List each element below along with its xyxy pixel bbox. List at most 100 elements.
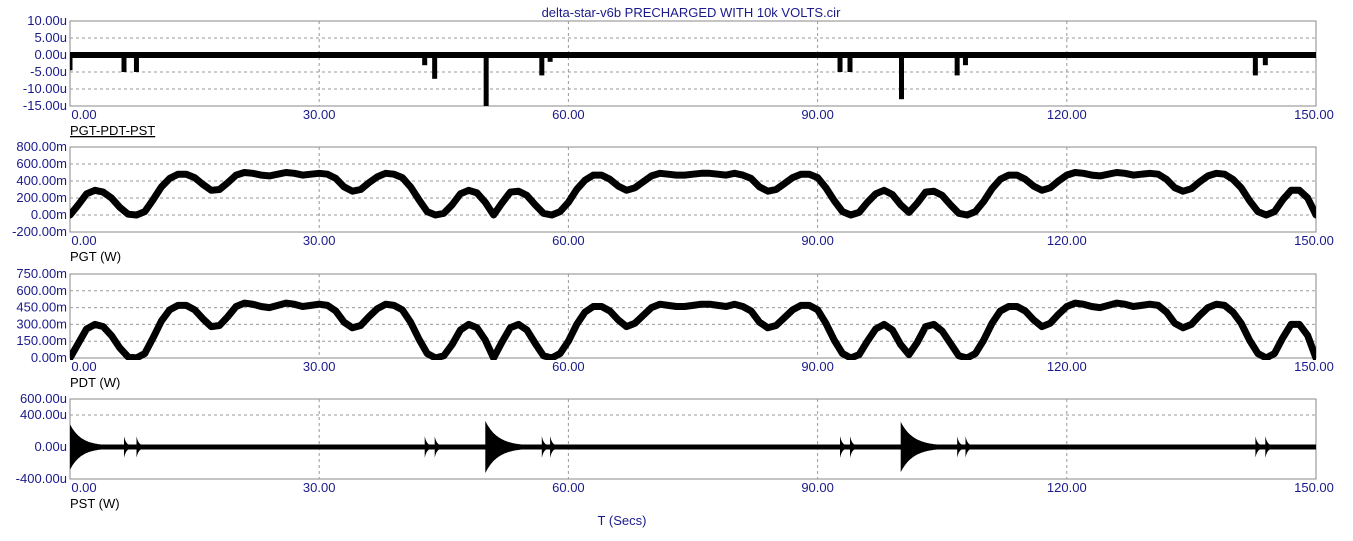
trace-burst: [550, 436, 557, 458]
y-tick-label: -15.00u: [23, 98, 67, 113]
trace-label: PST (W): [70, 496, 120, 511]
x-tick-label: 60.00: [552, 359, 585, 374]
x-tick-label: 30.00: [303, 107, 336, 122]
x-tick-label: 90.00: [801, 233, 834, 248]
y-tick-label: 400.00m: [16, 173, 67, 188]
trace-spike: [1252, 55, 1258, 76]
x-tick-label: 120.00: [1047, 359, 1087, 374]
y-tick-label: 0.00u: [34, 47, 67, 62]
trace-burst: [124, 436, 131, 458]
y-tick-label: 600.00m: [16, 283, 67, 298]
x-tick-label: 90.00: [801, 359, 834, 374]
y-tick-label: -5.00u: [30, 64, 67, 79]
y-tick-label: 300.00m: [16, 316, 67, 331]
x-tick-label: 60.00: [552, 107, 585, 122]
trace-spike: [70, 55, 73, 71]
trace-burst: [840, 436, 847, 458]
x-tick-label: 0.00: [71, 480, 96, 495]
trace-group: [70, 52, 1316, 106]
x-axis-label: T (Secs): [598, 513, 647, 528]
x-tick-label: 30.00: [303, 233, 336, 248]
x-tick-label: 150.00: [1294, 359, 1334, 374]
trace-label: PGT (W): [70, 249, 121, 264]
y-tick-label: -10.00u: [23, 81, 67, 96]
y-tick-label: 150.00m: [16, 333, 67, 348]
y-tick-label: 800.00m: [16, 139, 67, 154]
plot-frame: [69, 398, 1317, 480]
trace-spike: [547, 55, 553, 62]
x-tick-label: 30.00: [303, 480, 336, 495]
x-tick-label: 120.00: [1047, 233, 1087, 248]
y-tick-label: 450.00m: [16, 300, 67, 315]
y-tick-label: -200.00m: [12, 224, 67, 239]
trace-spike: [483, 55, 489, 106]
trace-group: [70, 299, 1316, 360]
trace-spike: [133, 55, 139, 72]
y-tick-label: 400.00u: [20, 407, 67, 422]
trace-spike: [898, 55, 904, 100]
trace-burst: [900, 421, 938, 473]
trace-burst: [1255, 436, 1262, 458]
trace-spike: [962, 55, 968, 66]
panels: 0.00 30.00 60.00 90.00 120.00 150.00 10.00u 5.0…: [12, 13, 1334, 511]
trace-burst: [434, 436, 442, 458]
chart-title: delta-star-v6b PRECHARGED WITH 10k VOLTS…: [542, 5, 841, 20]
x-tick-label: 0.00: [71, 359, 96, 374]
panel-4: 0.00 30.00 60.00 90.00 120.00 150.00 600.00u40…: [16, 391, 1334, 511]
trace-spike: [954, 55, 960, 76]
panel-2: 0.00 30.00 60.00 90.00 120.00 150.00 800.00m 60…: [12, 139, 1334, 264]
y-tick-label: 600.00m: [16, 156, 67, 171]
trace-label: PDT (W): [70, 375, 120, 390]
x-tick-label: 120.00: [1047, 480, 1087, 495]
trace-line: [70, 444, 1316, 450]
trace-spike: [432, 55, 438, 79]
plot-frame: [69, 273, 1317, 359]
y-tick-label: 0.00u: [34, 439, 67, 454]
x-tick-label: 150.00: [1294, 107, 1334, 122]
trace-burst: [850, 436, 857, 458]
trace-spike: [121, 55, 127, 72]
trace-spike: [422, 55, 428, 66]
x-tick-label: 90.00: [801, 480, 834, 495]
x-tick-label: 120.00: [1047, 107, 1087, 122]
y-tick-label: 5.00u: [34, 30, 67, 45]
trace-burst: [541, 436, 549, 458]
y-tick-label: -400.00u: [16, 471, 67, 486]
y-tick-label: 0.00m: [31, 350, 67, 365]
y-tick-label: 200.00m: [16, 190, 67, 205]
trace-burst: [424, 436, 432, 458]
panel-3: 0.00 30.00 60.00 90.00 120.00 150.00 750.00m 60…: [16, 266, 1333, 390]
x-tick-label: 0.00: [71, 107, 96, 122]
trace-line: [70, 299, 1316, 360]
trace-burst: [1265, 436, 1272, 458]
trace-group: [70, 169, 1316, 219]
trace-burst: [136, 436, 144, 458]
x-tick-label: 0.00: [71, 233, 96, 248]
plot-frame: [69, 20, 1317, 107]
trace-burst: [70, 424, 104, 470]
trace-spike: [1262, 55, 1268, 66]
panel-1: 0.00 30.00 60.00 90.00 120.00 150.00 10.00u 5.0…: [23, 13, 1334, 138]
trace-burst: [485, 421, 523, 473]
x-tick-label: 30.00: [303, 359, 336, 374]
y-tick-label: 0.00m: [31, 207, 67, 222]
y-tick-label: 600.00u: [20, 391, 67, 406]
trace-burst: [957, 436, 964, 458]
y-tick-label: 750.00m: [16, 266, 67, 281]
trace-group: [70, 421, 1316, 473]
x-tick-label: 90.00: [801, 107, 834, 122]
y-tick-label: 10.00u: [27, 13, 67, 28]
trace-line: [70, 169, 1316, 219]
x-tick-label: 150.00: [1294, 480, 1334, 495]
x-tick-label: 60.00: [552, 233, 585, 248]
trace-spike: [847, 55, 853, 72]
trace-spike: [837, 55, 843, 72]
trace-label: PGT-PDT-PST: [70, 123, 155, 138]
x-tick-label: 150.00: [1294, 233, 1334, 248]
trace-burst: [965, 436, 973, 458]
trace-line: [70, 52, 1316, 58]
x-tick-label: 60.00: [552, 480, 585, 495]
trace-spike: [539, 55, 545, 76]
plot-frame: [69, 146, 1317, 233]
